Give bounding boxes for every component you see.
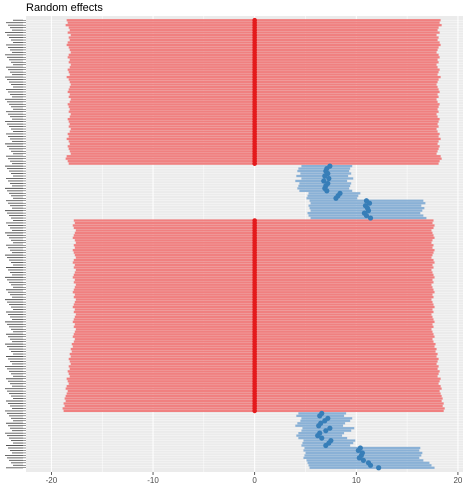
effect-point <box>333 195 339 201</box>
x-tick-label: -20 <box>46 476 58 485</box>
effect-point <box>356 455 362 461</box>
effect-point <box>367 215 374 221</box>
effect-point <box>316 423 322 429</box>
effect-point <box>322 173 328 179</box>
effect-point <box>321 178 327 184</box>
interval-bar <box>307 194 359 197</box>
effect-point <box>365 208 372 214</box>
effect-point <box>322 418 328 424</box>
interval-bar <box>303 449 420 452</box>
effect-point <box>360 457 367 463</box>
effect-point <box>376 465 382 471</box>
effect-point <box>252 161 257 166</box>
effect-point <box>252 408 257 414</box>
interval-bar <box>306 197 358 200</box>
effect-point <box>323 442 329 449</box>
x-tick-label: 20 <box>453 476 462 485</box>
row-label-strip <box>5 19 26 469</box>
interval-bar <box>308 192 361 195</box>
x-tick-label: -10 <box>147 476 159 485</box>
interval-bar <box>309 466 435 469</box>
x-axis: -20 -10 0 10 20 <box>46 472 463 485</box>
effect-point <box>355 447 361 454</box>
effect-point <box>315 433 321 439</box>
chart-title: Random effects <box>26 2 103 14</box>
x-tick-label: 0 <box>252 476 257 485</box>
data-marks <box>62 17 445 471</box>
effect-point <box>363 212 370 219</box>
x-tick-label: 10 <box>352 476 361 485</box>
effect-point <box>366 200 373 206</box>
effect-point <box>324 188 330 194</box>
effect-point <box>327 425 333 431</box>
effect-point <box>367 462 374 468</box>
effect-point <box>317 413 323 419</box>
effect-point <box>323 428 329 434</box>
effect-point <box>319 435 325 441</box>
effect-point <box>326 175 332 182</box>
